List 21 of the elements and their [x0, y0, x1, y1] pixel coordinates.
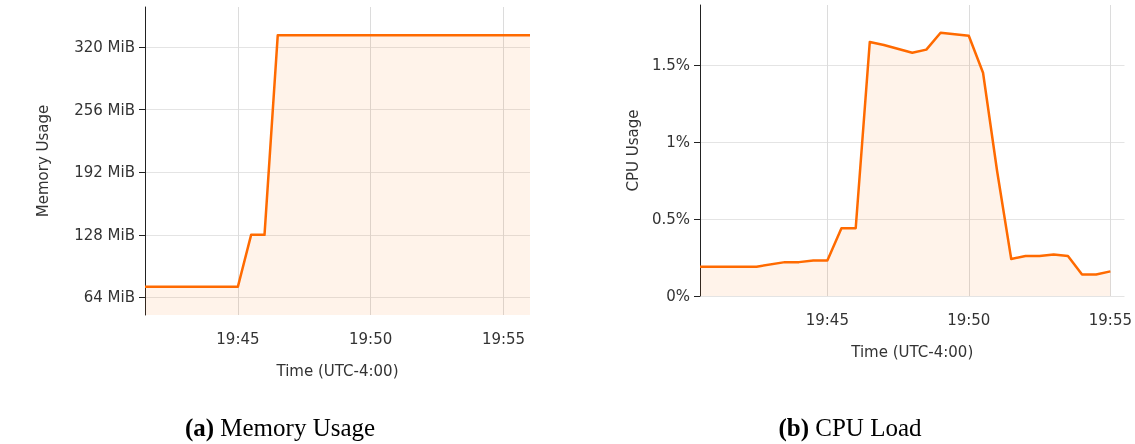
y-tick-label: 256 MiB: [74, 100, 135, 119]
text: (a) Memory Usage: [183, 414, 377, 442]
y-axis-title: Memory Usage: [33, 104, 52, 218]
y-tick-label: 320 MiB: [74, 38, 135, 57]
x-tick-label: 19:45: [805, 310, 849, 329]
x-axis-title: Time (UTC-4:00): [275, 361, 399, 380]
x-tick-label: 19:50: [947, 310, 991, 329]
y-axis-title: CPU Usage: [623, 109, 642, 192]
y-tick-label: 64 MiB: [83, 288, 135, 307]
x-tick-label: 19:50: [349, 329, 393, 348]
x-tick-label: 19:55: [481, 329, 526, 348]
text: (b) CPU Load: [777, 414, 923, 442]
y-tick-label: 0.5%: [651, 210, 690, 229]
x-tick-label: 19:55: [1088, 310, 1132, 329]
y-tick-label: 192 MiB: [74, 163, 135, 182]
x-axis-title: Time (UTC-4:00): [850, 342, 974, 361]
y-tick-label: 1.5%: [651, 56, 690, 75]
y-tick-label: 128 MiB: [74, 225, 135, 244]
y-tick-label: 0%: [666, 287, 690, 305]
x-tick-label: 19:45: [216, 329, 260, 348]
y-tick-label: 1%: [666, 133, 690, 152]
